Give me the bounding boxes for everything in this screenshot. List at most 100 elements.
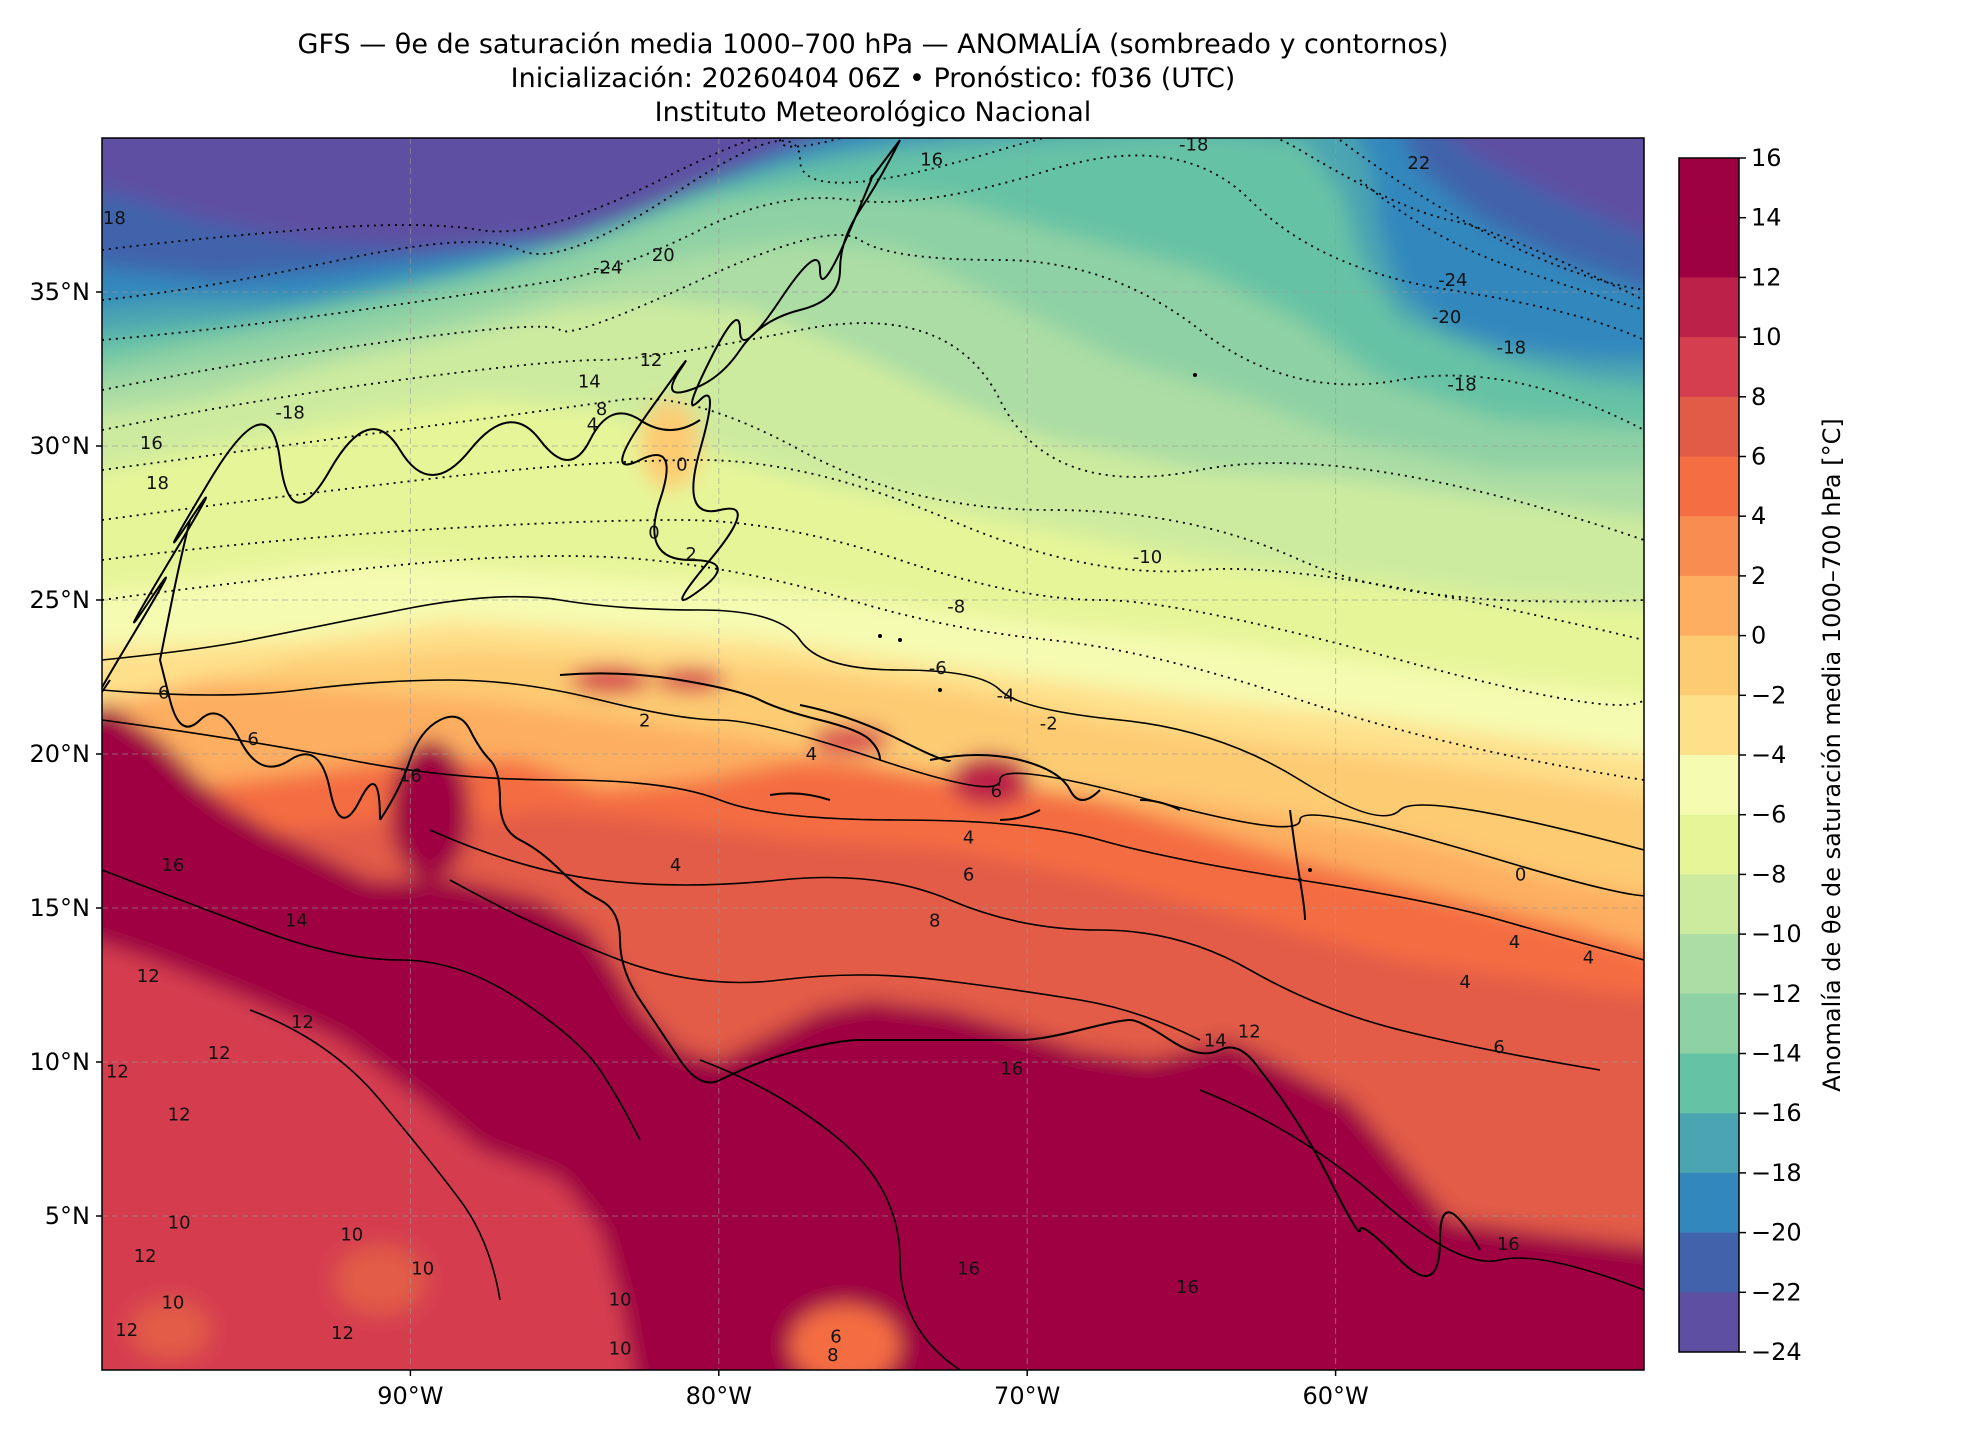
colorbar-segment	[1679, 1292, 1739, 1353]
contour-label: -18	[1497, 338, 1526, 359]
colorbar-tick-label: 4	[1751, 502, 1766, 530]
contour-label: 4	[670, 855, 681, 876]
colorbar-segment	[1679, 217, 1739, 278]
lat-tick-label: 15°N	[30, 894, 91, 922]
contour-label: -10	[1133, 547, 1162, 568]
contour-label: 12	[1238, 1021, 1261, 1042]
contour-label: -20	[1432, 307, 1461, 328]
contour-label: 2	[639, 710, 650, 731]
contour-label: 4	[963, 827, 974, 848]
colorbar-segment	[1679, 755, 1739, 816]
contour-label: 12	[137, 966, 160, 987]
contour-label: 12	[639, 350, 662, 371]
contour-label: 16	[1000, 1058, 1023, 1079]
contour-label: 0	[676, 455, 687, 476]
contour-label: 14	[578, 371, 601, 392]
contour-label: 6	[158, 683, 169, 704]
contour-label: 12	[115, 1320, 138, 1341]
colorbar-tick-label: −8	[1751, 860, 1786, 888]
map-title: GFS — θe de saturación media 1000–700 hP…	[297, 29, 1449, 60]
contour-label: 12	[291, 1012, 314, 1033]
contour-label: 6	[963, 864, 974, 885]
contour-label: 4	[1459, 972, 1470, 993]
contour-label: -24	[593, 258, 622, 279]
island-marks	[878, 373, 1312, 882]
colorbar-tick-label: 14	[1751, 204, 1782, 232]
contour-label: 10	[411, 1259, 434, 1280]
contour-label: 12	[168, 1105, 191, 1126]
contour-label: 18	[146, 473, 169, 494]
contour-label: 4	[1583, 947, 1594, 968]
colorbar-tick-label: −2	[1751, 681, 1786, 709]
contour-label: 4	[1509, 932, 1520, 953]
colorbar-segment	[1679, 1053, 1739, 1114]
contour-label: 16	[1497, 1234, 1520, 1255]
colorbar-tick-label: 0	[1751, 622, 1766, 650]
contour-label: 20	[652, 245, 675, 266]
contour-lines	[102, 595, 1644, 1370]
colorbar-tick-label: 2	[1751, 562, 1766, 590]
colorbar-tick-label: −16	[1751, 1099, 1802, 1127]
colorbar-tick-label: −12	[1751, 980, 1802, 1008]
colorbar-tick-label: −6	[1751, 801, 1786, 829]
contour-label: 12	[331, 1323, 354, 1344]
contour-label: 14	[285, 910, 308, 931]
contour-label: 16	[161, 855, 184, 876]
contour-label: 10	[340, 1225, 363, 1246]
lat-tick-label: 25°N	[30, 586, 91, 614]
lon-tick-label: 70°W	[994, 1382, 1060, 1410]
colorbar-segment	[1679, 396, 1739, 457]
anomaly-shading	[102, 138, 1644, 1370]
contour-label: -18	[1447, 375, 1476, 396]
contour-label: -6	[929, 658, 947, 679]
lon-tick-label: 60°W	[1302, 1382, 1368, 1410]
lon-tick-label: 80°W	[686, 1382, 752, 1410]
colorbar-segment	[1679, 277, 1739, 338]
contour-label: 14	[1204, 1031, 1227, 1052]
contour-label: 16	[140, 433, 163, 454]
contour-label: 4	[806, 744, 817, 765]
contour-label: 8	[929, 910, 940, 931]
colorbar-tick-label: −4	[1751, 741, 1786, 769]
colorbar-segment	[1679, 456, 1739, 517]
contour-label: 10	[168, 1212, 191, 1233]
colorbar-tick-label: 16	[1751, 144, 1782, 172]
lat-tick-label: 35°N	[30, 278, 91, 306]
map-subtitle-init: Inicialización: 20260404 06Z • Pronóstic…	[510, 63, 1236, 94]
title-block: GFS — θe de saturación media 1000–700 hP…	[102, 28, 1644, 130]
colorbar-tick-label: −10	[1751, 920, 1802, 948]
contour-label: 16	[957, 1259, 980, 1280]
colorbar-segment	[1679, 158, 1739, 219]
colorbar-segment	[1679, 1172, 1739, 1234]
contour-label: -8	[947, 596, 965, 617]
contour-label: 4	[587, 415, 598, 436]
colorbar-segment	[1679, 993, 1739, 1054]
contour-label: -4	[997, 686, 1015, 707]
colorbar-tick-label: 6	[1751, 443, 1766, 471]
axis-ticks: 35°N 30°N 25°N 20°N 15°N 10°N 5°N 90°W 80°W 70°W 6…	[30, 278, 1369, 1410]
colorbar-segment	[1679, 516, 1739, 577]
contour-label: 0	[648, 522, 659, 543]
colorbar-segment	[1679, 1232, 1739, 1293]
contour-label: 22	[1407, 153, 1430, 174]
colorbar-tick-label: −24	[1751, 1338, 1802, 1366]
contour-label: 12	[208, 1043, 231, 1064]
contour-label: 10	[609, 1339, 632, 1360]
colorbar-segment	[1679, 814, 1739, 875]
contour-label: 8	[596, 399, 607, 420]
lat-tick-label: 30°N	[30, 432, 91, 460]
colorbar-tick-label: −14	[1751, 1040, 1802, 1068]
colorbar-label: Anomalía de θe de saturación media 1000–…	[1818, 418, 1846, 1092]
contour-label: 16	[1176, 1277, 1199, 1298]
contour-label: -18	[275, 402, 304, 423]
contour-label: 2	[685, 544, 696, 565]
contour-label: 12	[134, 1246, 157, 1267]
contour-label: -18	[1179, 134, 1208, 155]
contour-label: 12	[106, 1061, 129, 1082]
contour-label: 6	[830, 1326, 841, 1347]
colorbar-segment	[1679, 575, 1739, 637]
contour-label: 6	[991, 781, 1002, 802]
